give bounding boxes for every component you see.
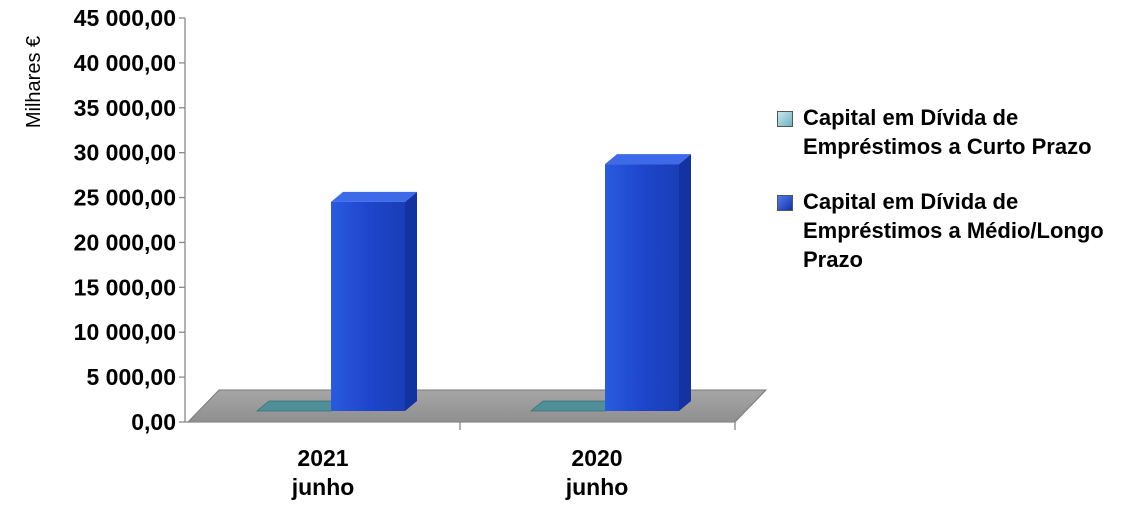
y-axis-label: Milhares € — [23, 36, 45, 128]
x-tick-label: 2021 junho — [291, 445, 355, 500]
bar-long-term — [331, 201, 405, 411]
legend-label-long-term: Capital em Dívida de Empréstimos a Médio… — [803, 189, 1104, 272]
y-tick-label: 10 000,00 — [74, 319, 176, 345]
bar-long-term-top — [605, 154, 691, 165]
legend-item-short-term: Capital em Dívida de Empréstimos a Curto… — [775, 103, 1125, 161]
y-tick-label: 20 000,00 — [74, 229, 176, 255]
y-tick-label: 30 000,00 — [74, 140, 176, 166]
y-tick-label: 5 000,00 — [86, 364, 176, 390]
bar-long-term-side — [679, 154, 691, 411]
y-tick-label: 35 000,00 — [74, 95, 176, 121]
bar-long-term — [605, 164, 679, 411]
legend-swatch-long-term — [777, 195, 793, 211]
x-tick-label: 2020 junho — [565, 445, 629, 500]
y-tick-label: 25 000,00 — [74, 185, 176, 211]
legend: Capital em Dívida de Empréstimos a Curto… — [775, 103, 1125, 300]
legend-label-short-term: Capital em Dívida de Empréstimos a Curto… — [803, 105, 1092, 159]
y-tick-label: 45 000,00 — [74, 5, 176, 31]
bar-long-term-side — [405, 191, 417, 411]
legend-swatch-short-term — [777, 111, 793, 127]
y-tick-label: 40 000,00 — [74, 50, 176, 76]
bar-short-term — [255, 400, 345, 412]
y-tick-label: 0,00 — [131, 409, 176, 435]
y-tick-label: 15 000,00 — [74, 274, 176, 300]
bar-short-term — [529, 400, 619, 412]
bar-long-term-top — [331, 191, 417, 202]
legend-item-long-term: Capital em Dívida de Empréstimos a Médio… — [775, 187, 1125, 274]
